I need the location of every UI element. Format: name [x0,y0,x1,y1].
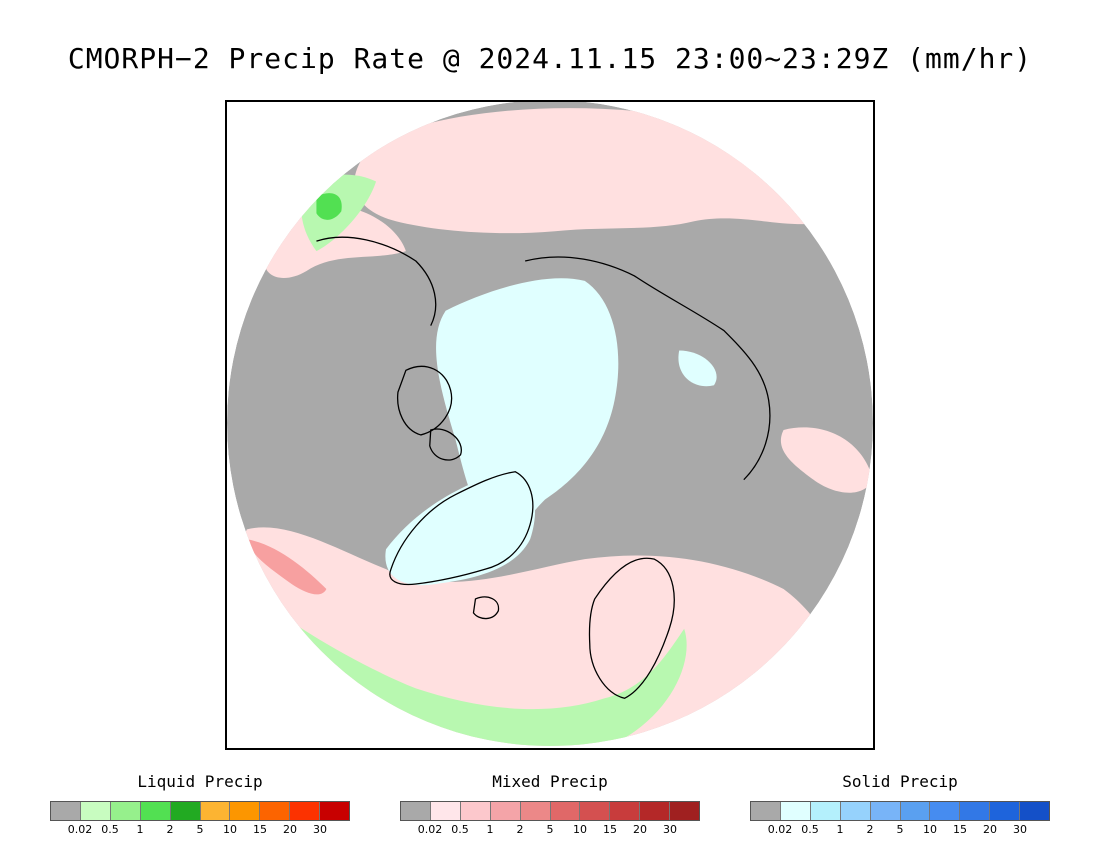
legend-tick-label: 0.5 [101,823,119,836]
legend-solid-precip: Solid Precip 0.02 0.5 1 2 5 10 15 20 30 [750,772,1050,837]
legend-tick-label: 0.02 [417,823,443,836]
legend-tick-label: 20 [633,823,647,836]
legend-tick-label: 15 [953,823,967,836]
legend-tick-label: 5 [896,823,904,836]
legend-swatch [550,802,581,820]
legend-tick-label: 20 [983,823,997,836]
legend-tick-label: 0.5 [801,823,819,836]
alaska-coastline [316,236,437,326]
legend-tick-label: 2 [516,823,524,836]
legend-swatch [900,802,931,820]
siberia-coastline [524,256,771,481]
tick-labels: 0.02 0.5 1 2 5 10 15 20 30 [50,823,350,837]
legend-swatch [401,802,431,820]
legend-swatch [80,802,111,820]
legend-swatch [460,802,491,820]
legend-swatch [140,802,171,820]
polar-stereographic-map [227,102,873,747]
mixed-precip-streak [246,539,327,595]
legend-title: Mixed Precip [492,772,608,791]
mixed-precip-north-pacific [354,108,836,234]
legend-tick-label: 5 [546,823,554,836]
scandinavia-coastline [588,557,675,699]
legend-swatch [290,802,321,820]
legend-tick-label: 20 [283,823,297,836]
legend-swatch [840,802,871,820]
legend-tick-label: 1 [486,823,494,836]
canada-archipelago-coastline [397,365,462,461]
greenland-coastline [389,471,534,586]
mixed-precip-siberia-patch [780,427,873,493]
solid-precip-siberia-spots [678,350,717,387]
legend-swatch [200,802,231,820]
legend-swatch [640,802,671,820]
legend-swatch [870,802,901,820]
legend-swatch [170,802,201,820]
legend-title: Liquid Precip [137,772,263,791]
precip-map [225,100,875,750]
legend-swatch [960,802,991,820]
legend-swatch [520,802,551,820]
legend-swatch [780,802,811,820]
legend-swatch [260,802,291,820]
legend-swatch [580,802,611,820]
tick-labels: 0.02 0.5 1 2 5 10 15 20 30 [750,823,1050,837]
legend-swatch [930,802,961,820]
map-title: CMORPH−2 Precip Rate @ 2024.11.15 23:00~… [67,42,1033,75]
legend-liquid-precip: Liquid Precip 0.02 0.5 1 2 5 10 15 20 30 [50,772,350,837]
legend-swatch [751,802,781,820]
mixed-precip-east-asia-patch [684,141,761,212]
legend-tick-label: 10 [923,823,937,836]
legend-swatch [1020,802,1050,820]
iceland-coastline [472,596,500,620]
legend-swatch [610,802,641,820]
legend-tick-label: 0.02 [67,823,93,836]
color-scale [400,801,700,821]
tick-labels: 0.02 0.5 1 2 5 10 15 20 30 [400,823,700,837]
legend-tick-label: 0.02 [767,823,793,836]
legend-swatch [110,802,141,820]
solid-precip-arctic-ocean [436,278,619,532]
liquid-precip-bering-core [316,193,342,220]
legend-swatch [51,802,81,820]
legend-tick-label: 2 [166,823,174,836]
legend-tick-label: 10 [223,823,237,836]
legend-tick-label: 30 [663,823,677,836]
legend-tick-label: 15 [253,823,267,836]
legend-tick-label: 5 [196,823,204,836]
legend-tick-label: 1 [136,823,144,836]
legend-tick-label: 30 [313,823,327,836]
legend-swatch [990,802,1021,820]
legend-tick-label: 1 [836,823,844,836]
legend-swatch [490,802,521,820]
legend-swatch [320,802,350,820]
legend-tick-label: 10 [573,823,587,836]
mixed-precip-alaska-strip [264,204,406,278]
legend-tick-label: 30 [1013,823,1027,836]
map-disk [227,102,873,747]
color-scale [50,801,350,821]
legend-swatch [810,802,841,820]
legend-title: Solid Precip [842,772,958,791]
color-scale [750,801,1050,821]
legend-tick-label: 0.5 [451,823,469,836]
solid-precip-greenland [385,469,536,586]
legend-swatch [230,802,261,820]
legend-swatch [670,802,700,820]
legend-tick-label: 15 [603,823,617,836]
legend-tick-label: 2 [866,823,874,836]
legend-mixed-precip: Mixed Precip 0.02 0.5 1 2 5 10 15 20 30 [400,772,700,837]
legend-swatch [430,802,461,820]
